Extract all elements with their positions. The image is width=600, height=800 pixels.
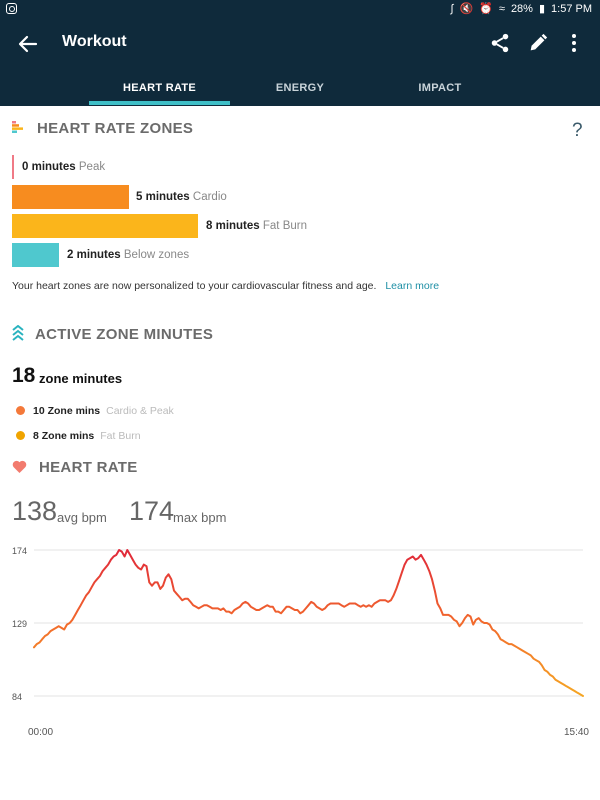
heart-rate-title: HEART RATE [39, 459, 138, 476]
zone-label-below: 2 minutes Below zones [67, 249, 189, 261]
avg-bpm-label: avg bpm [57, 510, 107, 525]
zone-name: Cardio [192, 191, 227, 203]
active-zone-title: ACTIVE ZONE MINUTES [35, 326, 214, 343]
zone-minutes: 2 minutes [67, 249, 121, 261]
learn-more-link[interactable]: Learn more [385, 280, 440, 292]
azm-total-label: zone minutes [39, 371, 123, 386]
zones-bars-icon [12, 121, 23, 133]
tab-impact[interactable]: IMPACT [418, 82, 462, 94]
y-tick-label: 84 [12, 692, 22, 702]
active-tab-indicator [89, 101, 230, 105]
bluetooth-icon: ∫ [450, 2, 454, 15]
battery-icon: ▮ [538, 3, 546, 15]
tab-bar: HEART RATE ENERGY IMPACT [0, 70, 600, 106]
instagram-icon [6, 3, 17, 14]
app-bar: Workout [0, 18, 600, 70]
zone-name: Peak [78, 161, 106, 173]
zone-minutes: 0 minutes [22, 161, 76, 173]
zone-bar-fat-burn [12, 214, 198, 238]
y-tick-label: 129 [12, 619, 27, 629]
heart-rate-line [33, 549, 584, 697]
zones-info: Your heart zones are now personalized to… [12, 280, 439, 292]
tab-heart-rate[interactable]: HEART RATE [122, 82, 197, 94]
zone-bar-below [12, 243, 59, 267]
avg-bpm-value: 138 [12, 496, 58, 526]
zone-label-fat-burn: 8 minutes Fat Burn [206, 220, 307, 232]
zone-minutes: 5 minutes [136, 191, 190, 203]
share-icon[interactable] [489, 32, 511, 54]
back-arrow-icon[interactable] [16, 32, 40, 56]
zone-name: Fat Burn [262, 220, 307, 232]
max-bpm-label: max bpm [173, 510, 227, 525]
x-tick-label: 00:00 [28, 727, 53, 738]
zone-bar-cardio [12, 185, 129, 209]
tab-energy[interactable]: ENERGY [275, 82, 325, 94]
zone-minutes: 8 minutes [206, 220, 260, 232]
wifi-icon: ≈ [498, 2, 505, 15]
x-tick-label: 15:40 [564, 727, 589, 738]
azm-desc: Fat Burn [100, 430, 141, 442]
zone-name: Below zones [123, 249, 190, 261]
alarm-icon: ⏰ [479, 3, 493, 15]
azm-row-cardio-peak: 10 Zone mins Cardio & Peak [16, 405, 174, 417]
status-bar: ∫ 🔇 ⏰ ≈ 28% ▮ 1:57 PM [0, 0, 600, 18]
azm-row-fat-burn: 8 Zone mins Fat Burn [16, 430, 141, 442]
zone-label-cardio: 5 minutes Cardio [136, 191, 227, 203]
mute-icon: 🔇 [459, 3, 474, 15]
zone-label-peak: 0 minutes Peak [22, 161, 105, 173]
azm-dot-icon [16, 406, 25, 415]
azm-dot-icon [16, 431, 25, 440]
page-title: Workout [62, 33, 127, 50]
zone-bar-peak [12, 155, 14, 179]
more-vert-icon[interactable] [566, 32, 582, 54]
status-indicators: ∫ 🔇 ⏰ ≈ 28% ▮ 1:57 PM [450, 2, 592, 16]
azm-value: 10 Zone mins [33, 405, 101, 417]
heart-icon [12, 460, 27, 473]
max-bpm-value: 174 [129, 496, 175, 526]
azm-desc: Cardio & Peak [106, 405, 174, 417]
zones-info-text: Your heart zones are now personalized to… [12, 280, 377, 292]
azm-total: 18 [12, 364, 36, 387]
heart-rate-chart: 84 129 174 00:00 15:40 [12, 546, 589, 738]
edit-pencil-icon[interactable] [527, 32, 549, 54]
clock: 1:57 PM [551, 2, 592, 15]
azm-value: 8 Zone mins [33, 430, 95, 442]
active-zone-chevrons-icon [12, 325, 24, 341]
help-button[interactable]: ? [572, 120, 583, 141]
y-tick-label: 174 [12, 546, 27, 556]
battery-level: 28% [510, 2, 533, 15]
zones-title: HEART RATE ZONES [37, 120, 194, 137]
